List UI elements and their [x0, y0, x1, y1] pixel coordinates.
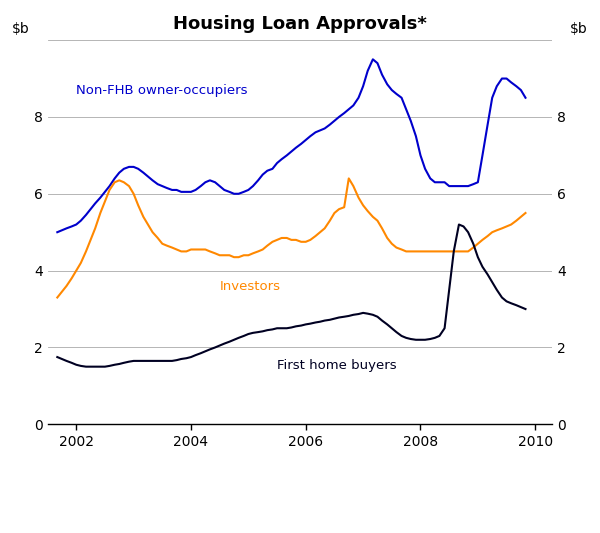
Text: $b: $b — [570, 22, 588, 36]
Text: First home buyers: First home buyers — [277, 359, 397, 372]
Text: Non-FHB owner-occupiers: Non-FHB owner-occupiers — [76, 84, 248, 97]
Text: Investors: Investors — [220, 280, 281, 293]
Text: $b: $b — [12, 22, 30, 36]
Title: Housing Loan Approvals*: Housing Loan Approvals* — [173, 15, 427, 33]
